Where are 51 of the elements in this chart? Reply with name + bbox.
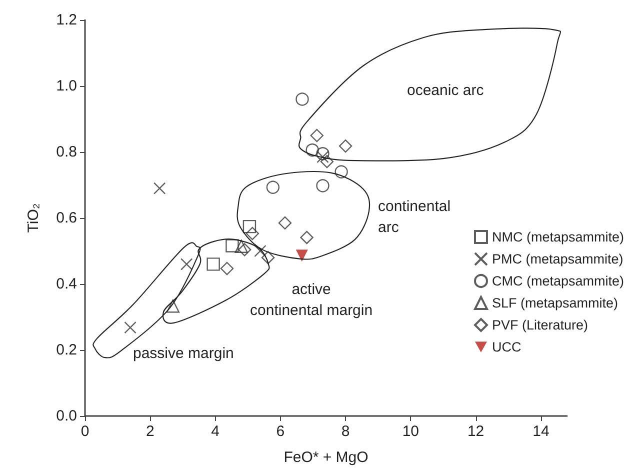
x-tick-label: 14 xyxy=(532,423,550,440)
point xyxy=(153,182,166,194)
y-tick-label: 0.8 xyxy=(56,144,77,160)
x-tick-label: 8 xyxy=(341,423,350,440)
y-tick-label: 1.2 xyxy=(56,12,77,28)
point xyxy=(316,179,330,192)
point xyxy=(220,262,234,276)
point xyxy=(296,250,308,262)
legend-label: UCC xyxy=(492,340,522,354)
point xyxy=(166,300,180,313)
x-tick-label: 10 xyxy=(402,423,420,440)
x-tick-label: 4 xyxy=(211,423,220,440)
point xyxy=(234,240,248,253)
annotation: oceanic arc xyxy=(407,82,484,99)
point xyxy=(261,251,275,264)
point xyxy=(238,243,252,256)
x-tick-label: 0 xyxy=(80,423,90,440)
x-tick-label: 2 xyxy=(146,423,154,440)
x-tick-label: 6 xyxy=(276,423,285,440)
annotation: continental arc xyxy=(378,198,451,236)
point xyxy=(242,220,256,234)
point xyxy=(124,321,136,334)
point xyxy=(338,139,352,153)
legend-label: PMC (metapsammite) xyxy=(492,252,624,266)
point xyxy=(278,216,292,230)
point xyxy=(266,180,280,194)
point xyxy=(300,230,314,244)
annotation: active continental margin xyxy=(250,281,373,319)
point xyxy=(246,226,259,240)
legend-label: NMC (metapsammite) xyxy=(492,230,624,244)
point xyxy=(334,165,348,178)
point xyxy=(316,147,330,160)
x-tick-label: 12 xyxy=(467,423,484,440)
point xyxy=(226,239,239,252)
x-axis-title: FeO* + MgO xyxy=(284,449,368,466)
legend-label: CMC (metapsammite) xyxy=(492,274,624,288)
point xyxy=(296,92,309,106)
legend-label: SLF (metapsammite) xyxy=(492,296,618,310)
y-axis-title: TiO₂ xyxy=(25,203,42,233)
annotation: passive margin xyxy=(133,345,234,362)
point xyxy=(180,258,193,270)
y-tick-label: 0.2 xyxy=(56,342,77,358)
point xyxy=(206,258,220,271)
y-tick-label: 0.6 xyxy=(56,210,77,226)
y-tick-label: 0.0 xyxy=(56,408,77,424)
point xyxy=(254,244,266,258)
legend-label: PVF (Literature) xyxy=(492,318,588,332)
point xyxy=(310,128,324,142)
y-tick-label: 1.0 xyxy=(56,78,77,94)
y-tick-label: 0.4 xyxy=(56,276,77,292)
point xyxy=(320,154,334,168)
